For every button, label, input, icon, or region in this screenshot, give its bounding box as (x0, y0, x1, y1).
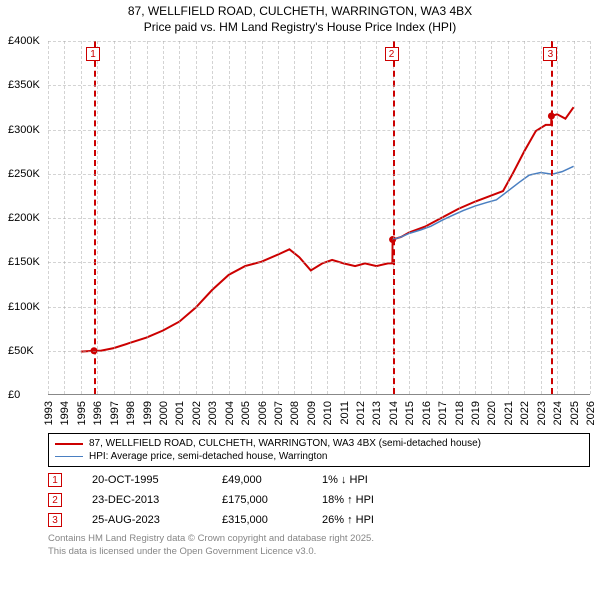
transaction-pct: 18% ↑ HPI (322, 494, 412, 506)
transaction-table: 1 20-OCT-1995 £49,000 1% ↓ HPI 2 23-DEC-2013 £… (48, 473, 590, 527)
transaction-marker-icon: 1 (48, 473, 62, 487)
transaction-price: £315,000 (222, 514, 292, 526)
transaction-row: 3 25-AUG-2023 £315,000 26% ↑ HPI (48, 513, 590, 527)
footer-line-2: This data is licensed under the Open Gov… (48, 546, 590, 558)
y-gridline (48, 307, 590, 308)
y-gridline (48, 41, 590, 42)
y-gridline (48, 262, 590, 263)
legend-label: HPI: Average price, semi-detached house,… (89, 451, 327, 462)
y-gridline (48, 85, 590, 86)
transaction-pct: 26% ↑ HPI (322, 514, 412, 526)
chart-area: 1993199419951996199719981999200020012002… (10, 41, 590, 429)
y-tick-label: £350K (8, 79, 40, 91)
footer-attribution: Contains HM Land Registry data © Crown c… (48, 533, 590, 558)
legend-row: 87, WELLFIELD ROAD, CULCHETH, WARRINGTON… (55, 438, 583, 449)
y-tick-label: £200K (8, 212, 40, 224)
transaction-marker-box: 3 (543, 47, 557, 61)
legend-swatch (55, 443, 83, 445)
y-gridline (48, 351, 590, 352)
transaction-date: 20-OCT-1995 (92, 474, 192, 486)
title-line-1: 87, WELLFIELD ROAD, CULCHETH, WARRINGTON… (10, 4, 590, 20)
transaction-price: £49,000 (222, 474, 292, 486)
title-line-2: Price paid vs. HM Land Registry's House … (10, 20, 590, 36)
transaction-marker-icon: 2 (48, 493, 62, 507)
y-tick-label: £250K (8, 168, 40, 180)
legend-swatch (55, 456, 83, 458)
transaction-marker-box: 2 (385, 47, 399, 61)
y-gridline (48, 174, 590, 175)
transaction-date: 25-AUG-2023 (92, 514, 192, 526)
legend-label: 87, WELLFIELD ROAD, CULCHETH, WARRINGTON… (89, 438, 481, 449)
y-tick-label: £300K (8, 124, 40, 136)
transaction-price: £175,000 (222, 494, 292, 506)
x-gridline (590, 41, 591, 394)
y-tick-label: £50K (8, 345, 34, 357)
footer-line-1: Contains HM Land Registry data © Crown c… (48, 533, 590, 545)
y-gridline (48, 130, 590, 131)
y-tick-label: £100K (8, 301, 40, 313)
transaction-row: 2 23-DEC-2013 £175,000 18% ↑ HPI (48, 493, 590, 507)
transaction-marker-box: 1 (86, 47, 100, 61)
legend-box: 87, WELLFIELD ROAD, CULCHETH, WARRINGTON… (48, 433, 590, 467)
y-tick-label: £150K (8, 256, 40, 268)
y-tick-label: £0 (8, 389, 20, 401)
transaction-row: 1 20-OCT-1995 £49,000 1% ↓ HPI (48, 473, 590, 487)
transaction-date: 23-DEC-2013 (92, 494, 192, 506)
transaction-marker-icon: 3 (48, 513, 62, 527)
transaction-pct: 1% ↓ HPI (322, 474, 412, 486)
chart-title-block: 87, WELLFIELD ROAD, CULCHETH, WARRINGTON… (0, 0, 600, 37)
legend-row: HPI: Average price, semi-detached house,… (55, 451, 583, 462)
y-tick-label: £400K (8, 35, 40, 47)
y-gridline (48, 218, 590, 219)
